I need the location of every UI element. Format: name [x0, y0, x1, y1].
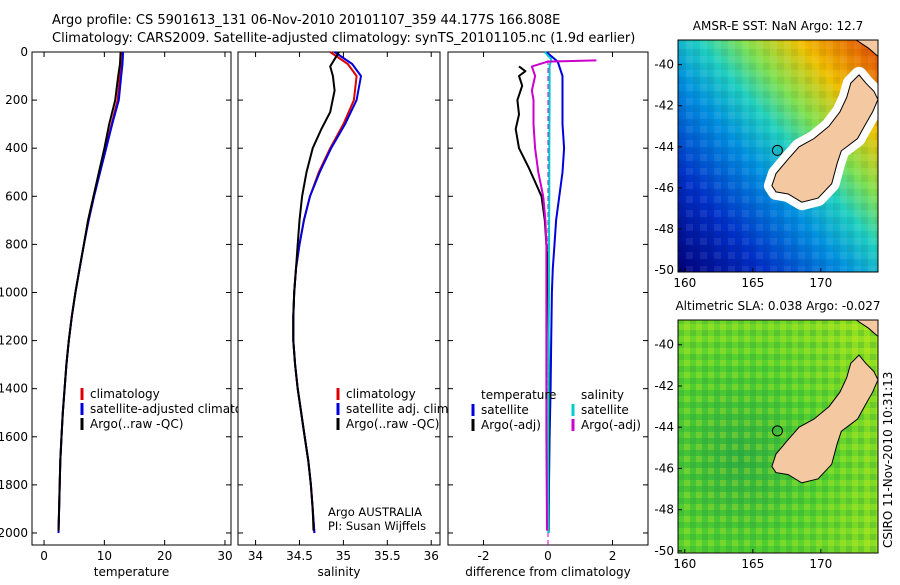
map-y-tick-label: -42: [654, 379, 674, 393]
plot-frame: [31, 51, 232, 546]
x-axis-label: temperature: [94, 565, 169, 579]
y-tick-label: 800: [5, 237, 28, 251]
map-y-tick-label: -50: [654, 544, 674, 558]
y-tick-label: 1200: [0, 334, 28, 348]
series-line-3: [57, 51, 122, 531]
x-tick-label: -2: [477, 549, 489, 563]
y-tick-label: 1400: [0, 382, 28, 396]
x-tick-label: 35: [336, 549, 351, 563]
map-panel-1: AMSR-E SST: NaN Argo: 12.7 160 165 170 -40 -4…: [654, 19, 879, 290]
series-line-1: [545, 51, 566, 534]
legend-entry: Argo(-adj): [481, 418, 541, 432]
csiro-timestamp: CSIRO 11-Nov-2010 10:31:13: [881, 372, 895, 548]
series-line-3: [544, 51, 553, 533]
series-line-4: [530, 59, 597, 531]
y-tick-label: 200: [5, 93, 28, 107]
map-field: [678, 40, 878, 272]
x-tick-label: 0: [40, 549, 48, 563]
map-frame: [677, 39, 879, 273]
y-tick-label: 1000: [0, 285, 28, 299]
x-tick-label: 34: [248, 549, 263, 563]
x-tick-label: 36: [424, 549, 439, 563]
annotation-text: Argo AUSTRALIA: [328, 505, 422, 519]
land-mass: [771, 354, 878, 484]
map-y-tick-label: -40: [654, 338, 674, 352]
argo-location-marker: [771, 144, 783, 156]
legend-entry: satellite-adjusted climatology: [90, 402, 268, 416]
header-line-1: Argo profile: CS 5901613_131 06-Nov-2010…: [52, 13, 560, 28]
x-tick-label: 0: [544, 549, 552, 563]
profile-panel-1: 0 10 20 30 0 200 400 600 800 1000 1200 1400 1600 1800…: [0, 45, 268, 579]
x-tick-label: 35.5: [374, 549, 401, 563]
map-y-tick-label: -48: [654, 222, 674, 236]
map-y-tick-label: -42: [654, 99, 674, 113]
map-y-tick-label: -46: [654, 181, 674, 195]
map-y-tick-label: -50: [654, 263, 674, 277]
profile-panel-2: 34 34.5 35 35.5 36 salinity climatologysatelli…: [237, 51, 452, 579]
north-island-land: [855, 40, 878, 58]
x-tick-label: 10: [97, 549, 112, 563]
north-island-land: [855, 320, 878, 338]
profile-panel-3: -2 0 2 difference from climatology temperatu…: [447, 51, 649, 579]
legend-entry: satellite adj. clim.: [346, 402, 452, 416]
legend-header: temperature: [481, 388, 556, 402]
legend-entry: Argo(-adj): [581, 418, 641, 432]
y-tick-label: 1600: [0, 430, 28, 444]
map-y-tick-label: -44: [654, 420, 674, 434]
x-tick-label: 2: [609, 549, 617, 563]
map-x-tick-label: 160: [673, 557, 696, 571]
map-y-tick-label: -46: [654, 461, 674, 475]
series-line-3: [292, 51, 340, 531]
plot-frame: [237, 51, 441, 546]
map-field: [678, 320, 878, 553]
legend-entry: Argo(..raw -QC): [90, 417, 183, 431]
map-x-tick-label: 165: [741, 557, 764, 571]
map-x-tick-label: 165: [741, 276, 764, 290]
map-frame: [677, 319, 879, 554]
y-tick-label: 1800: [0, 478, 28, 492]
x-axis-label: difference from climatology: [465, 565, 631, 579]
legend-entry: Argo(..raw -QC): [346, 417, 439, 431]
legend-entry: satellite: [581, 403, 629, 417]
y-tick-label: 0: [20, 45, 28, 59]
map-title: Altimetric SLA: 0.038 Argo: -0.027: [675, 299, 880, 313]
y-tick-label: 400: [5, 141, 28, 155]
map-x-tick-label: 170: [809, 557, 832, 571]
map-y-tick-label: -40: [654, 58, 674, 72]
x-tick-label: 30: [217, 549, 232, 563]
land-mass: [771, 74, 878, 203]
map-y-tick-label: -48: [654, 503, 674, 517]
y-tick-label: 600: [5, 189, 28, 203]
header-line-2: Climatology: CARS2009. Satellite-adjuste…: [52, 31, 635, 46]
legend-entry: climatology: [90, 387, 160, 401]
map-texture: [678, 320, 878, 553]
map-panels: AMSR-E SST: NaN Argo: 12.7 160 165 170 -40 -4…: [654, 19, 880, 571]
x-axis-label: salinity: [317, 565, 360, 579]
legend-entry: satellite: [481, 403, 529, 417]
map-x-tick-label: 170: [809, 276, 832, 290]
legend-header: salinity: [581, 388, 624, 402]
map-y-tick-label: -44: [654, 140, 674, 154]
map-x-tick-label: 160: [673, 276, 696, 290]
legend-entry: climatology: [346, 387, 416, 401]
annotation-text: PI: Susan Wijffels: [328, 519, 426, 533]
argo-location-marker: [771, 425, 783, 437]
profile-panels: 0 10 20 30020040060080010001200140016001800…: [0, 45, 649, 579]
y-tick-label: 2000: [0, 526, 28, 540]
x-tick-label: 20: [157, 549, 172, 563]
map-title: AMSR-E SST: NaN Argo: 12.7: [693, 19, 863, 33]
map-panel-2: Altimetric SLA: 0.038 Argo: -0.027 160 165…: [654, 299, 880, 571]
x-tick-label: 34.5: [286, 549, 313, 563]
